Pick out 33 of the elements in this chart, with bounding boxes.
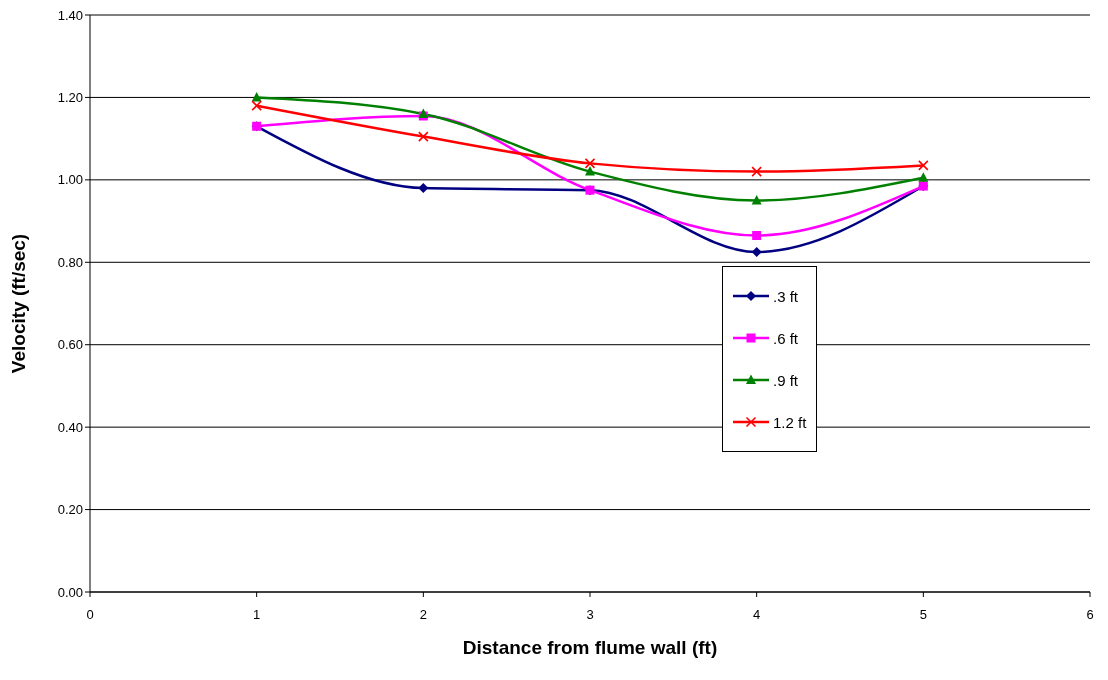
x-tick-label: 2 <box>419 607 427 622</box>
x-axis-title: Distance from flume wall (ft) <box>462 637 718 658</box>
point <box>251 100 262 111</box>
x-tick-label: 3 <box>586 607 594 622</box>
point <box>751 194 762 205</box>
y-tick-label: 1.00 <box>57 172 83 188</box>
point <box>752 231 762 240</box>
point <box>918 172 929 182</box>
y-tick-label: 0.20 <box>57 502 83 518</box>
point <box>751 166 762 177</box>
point <box>584 158 596 169</box>
point <box>418 131 429 142</box>
point <box>751 246 762 257</box>
point <box>585 166 595 176</box>
point <box>251 91 262 102</box>
x-tick-label: 5 <box>919 607 927 622</box>
x-tick-label: 4 <box>753 607 761 622</box>
point <box>418 183 429 194</box>
legend-label: .6 ft <box>773 329 799 347</box>
y-tick-label: 0.40 <box>57 419 83 435</box>
legend-label: .3 ft <box>773 287 799 305</box>
point <box>918 160 929 171</box>
y-tick-label: 0.80 <box>57 254 83 270</box>
y-axis-title: Velocity (ft/sec) <box>7 233 29 374</box>
y-tick-label: 1.20 <box>57 90 83 106</box>
y-tick-label: 0.60 <box>57 337 83 353</box>
x-tick-label: 0 <box>86 607 94 622</box>
y-tick-label: 1.40 <box>57 7 83 23</box>
legend-label: 1.2 ft <box>773 413 807 431</box>
legend-label: .9 ft <box>773 371 799 389</box>
x-tick-label: 6 <box>1086 607 1094 622</box>
y-tick-label: 0.00 <box>57 584 83 600</box>
x-tick-label: 1 <box>253 607 261 622</box>
